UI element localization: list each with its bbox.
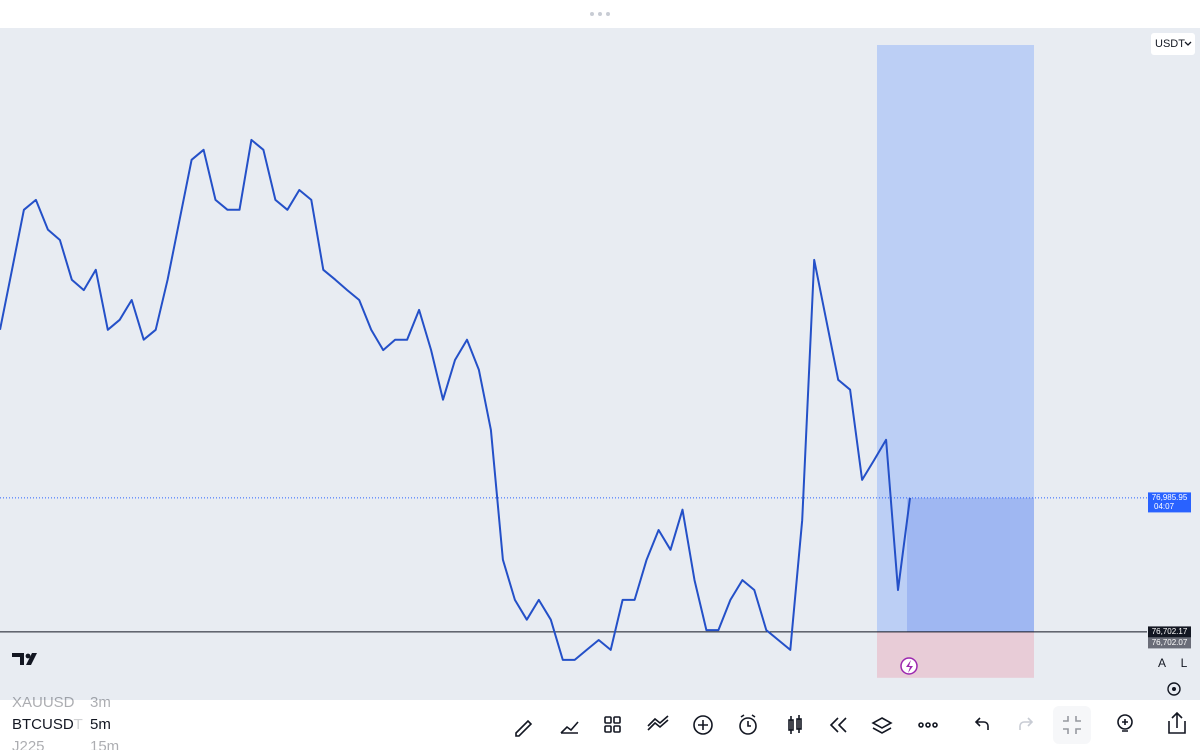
active-button [1053, 706, 1091, 744]
toolbar-icons [515, 711, 1186, 737]
replay-icon[interactable] [829, 717, 847, 733]
add-icon[interactable] [693, 715, 713, 735]
more-icon[interactable] [918, 722, 938, 728]
currency[interactable]: USDT [1155, 38, 1185, 50]
settings-icon[interactable] [1167, 682, 1181, 696]
alert-icon[interactable] [739, 714, 757, 735]
price-label: 76,702.07 [1152, 638, 1188, 647]
countdown: 04:07 [1154, 502, 1175, 511]
compare-icon[interactable] [647, 715, 669, 731]
toolbar [0, 700, 1200, 750]
chart-type-icon[interactable] [788, 715, 802, 734]
currency-button[interactable] [1151, 33, 1195, 55]
position-stop-zone [877, 631, 1034, 678]
watch-fade [74, 700, 86, 750]
watch-symbol: BTCUSDT [12, 716, 83, 733]
watchlist: XAUUSD 3m BTCUSDT 5m J225 15m [12, 694, 119, 755]
watch-interval: 3m [90, 694, 111, 711]
price-line [0, 138, 911, 661]
price-label-box [1148, 492, 1191, 513]
logo [12, 653, 37, 665]
undo-icon[interactable] [974, 717, 989, 730]
share-icon[interactable] [1168, 711, 1186, 734]
price-label-box [1148, 637, 1191, 649]
alert-badge [900, 657, 918, 675]
ideas-icon[interactable] [1117, 714, 1133, 732]
watch-symbol: XAUUSD [12, 694, 75, 711]
watch-interval: 5m [90, 716, 111, 733]
price-label: 76,702.17 [1152, 627, 1188, 636]
badge-bolt [906, 660, 913, 673]
indicators-icon[interactable] [560, 721, 579, 734]
position-open-profit [907, 497, 1034, 632]
price-label-box [1148, 626, 1191, 638]
scale-auto[interactable]: A [1158, 656, 1166, 670]
redo-icon[interactable] [1019, 717, 1034, 730]
price-label: 76,985.95 [1152, 493, 1188, 502]
objects-icon[interactable] [871, 717, 893, 734]
drag-handle[interactable] [590, 12, 610, 16]
layout-icon[interactable] [604, 716, 621, 733]
draw-icon[interactable] [515, 719, 533, 737]
caret [1184, 41, 1192, 46]
watch-interval: 15m [90, 738, 119, 750]
watch-symbol: J225 [12, 738, 45, 750]
scale-log[interactable]: L [1181, 656, 1188, 670]
